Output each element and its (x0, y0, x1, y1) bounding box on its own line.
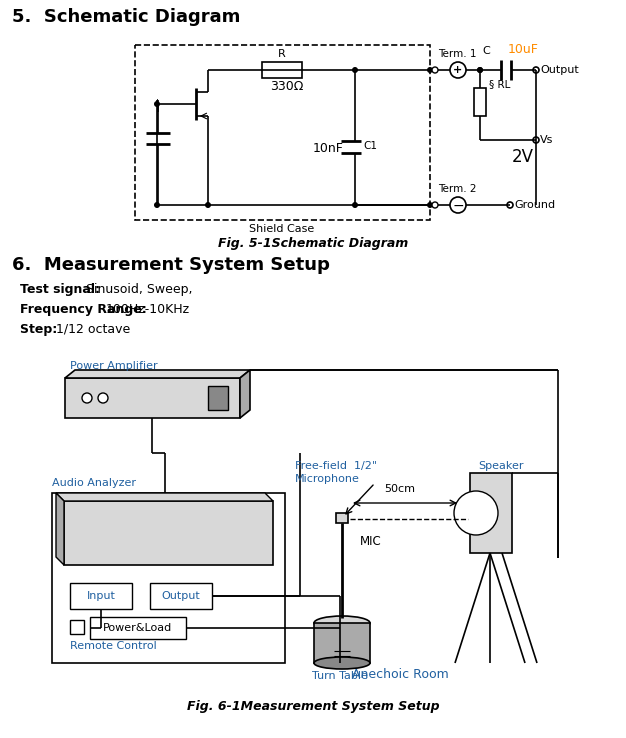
Circle shape (98, 393, 108, 403)
Bar (70, 620, 84, 634)
Text: Shield Case: Shield Case (249, 224, 315, 234)
Text: −: − (452, 199, 464, 213)
Circle shape (432, 67, 438, 73)
Circle shape (205, 202, 211, 208)
Text: C: C (482, 46, 490, 56)
Text: 5.  Schematic Diagram: 5. Schematic Diagram (12, 8, 240, 26)
Text: Ground: Ground (514, 200, 555, 210)
Bar (64, 501, 273, 565)
Ellipse shape (314, 657, 370, 669)
Circle shape (507, 202, 513, 208)
Text: Microphone: Microphone (295, 474, 360, 484)
Ellipse shape (314, 616, 370, 630)
Circle shape (454, 491, 498, 535)
Circle shape (533, 137, 539, 143)
Bar (470, 473, 512, 553)
Bar (208, 386, 228, 410)
Text: R: R (278, 49, 286, 59)
Circle shape (432, 202, 438, 208)
Text: Output: Output (162, 591, 200, 601)
Bar (65, 378, 240, 418)
Text: Remote Control: Remote Control (70, 641, 156, 651)
Circle shape (427, 202, 433, 208)
Text: 6.  Measurement System Setup: 6. Measurement System Setup (12, 256, 330, 274)
Bar (70, 583, 132, 609)
Circle shape (477, 67, 483, 73)
Text: Vs: Vs (540, 135, 553, 145)
Bar (135, 45, 430, 220)
Text: Audio Analyzer: Audio Analyzer (52, 478, 136, 488)
Text: Fig. 6-1Measurement System Setup: Fig. 6-1Measurement System Setup (187, 700, 439, 713)
Text: 50cm: 50cm (384, 484, 416, 494)
Text: 1/12 octave: 1/12 octave (56, 323, 130, 336)
Circle shape (427, 67, 433, 73)
Circle shape (477, 67, 483, 73)
Text: 100Hz-10KHz: 100Hz-10KHz (106, 303, 190, 316)
Polygon shape (240, 370, 250, 418)
Text: Speaker: Speaker (478, 461, 523, 471)
Circle shape (450, 62, 466, 78)
Circle shape (352, 202, 358, 208)
Text: Input: Input (86, 591, 115, 601)
Bar (474, 88, 486, 116)
Circle shape (82, 393, 92, 403)
Text: Term. 2: Term. 2 (438, 184, 476, 194)
Text: Output: Output (540, 65, 579, 75)
Text: 10nF: 10nF (313, 142, 344, 154)
Text: Free-field  1/2": Free-field 1/2" (295, 461, 377, 471)
Text: +: + (453, 65, 463, 75)
Text: Sinusoid, Sweep,: Sinusoid, Sweep, (86, 283, 193, 296)
Bar (336, 513, 348, 523)
Bar (52, 493, 285, 663)
Polygon shape (56, 493, 273, 501)
Bar (150, 583, 212, 609)
Text: Frequency Range:: Frequency Range: (20, 303, 146, 316)
Circle shape (533, 67, 539, 73)
Text: 2V: 2V (512, 148, 534, 166)
Bar (314, 623, 370, 663)
Text: Test signal:: Test signal: (20, 283, 105, 296)
Text: Term. 1: Term. 1 (438, 49, 476, 59)
Circle shape (352, 67, 358, 73)
Circle shape (450, 197, 466, 213)
Text: 330Ω: 330Ω (270, 80, 304, 93)
Text: § RL: § RL (489, 79, 510, 89)
Bar (262, 62, 302, 78)
Text: C1: C1 (363, 141, 377, 151)
Text: 10uF: 10uF (508, 43, 539, 56)
Text: MIC: MIC (360, 535, 382, 548)
Circle shape (154, 202, 160, 208)
Text: Power Amplifier: Power Amplifier (70, 361, 158, 371)
Bar (90, 617, 186, 639)
Polygon shape (65, 370, 250, 378)
Text: Fig. 5-1Schematic Diagram: Fig. 5-1Schematic Diagram (218, 237, 408, 250)
Polygon shape (56, 493, 64, 565)
Text: Anechoic Room: Anechoic Room (352, 668, 448, 681)
Circle shape (154, 101, 160, 107)
Text: Turn Table: Turn Table (312, 671, 368, 681)
Text: Power&Load: Power&Load (103, 623, 173, 633)
Text: Step:: Step: (20, 323, 61, 336)
